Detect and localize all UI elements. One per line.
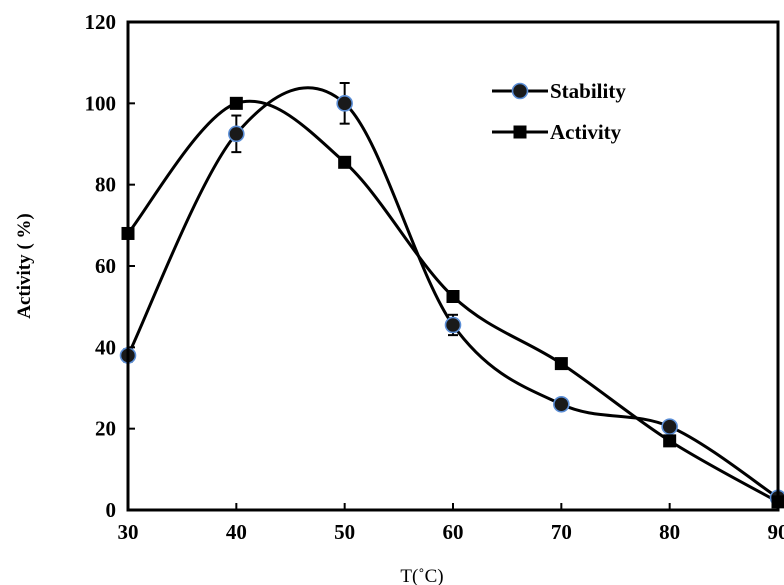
error-bars [123, 82, 458, 363]
y-tick-label: 120 [85, 10, 117, 34]
y-axis-title: Activity ( %) [14, 213, 35, 319]
stability-point [228, 125, 245, 143]
activity-point [554, 357, 568, 371]
stability-point [661, 418, 678, 435]
y-tick-label: 100 [85, 91, 117, 115]
plot-area-frame [126, 20, 780, 512]
activity-point [663, 434, 677, 448]
legend-label-activity: Activity [550, 120, 622, 144]
legend-label-stability: Stability [550, 79, 626, 103]
y-tick-label: 40 [95, 335, 116, 359]
legend-marker-stability [511, 82, 529, 100]
x-tick-label: 90 [768, 520, 784, 544]
y-tick-labels: 0 20 40 60 80 100 120 [85, 10, 117, 522]
activity-point [446, 290, 460, 303]
x-tick-label: 60 [443, 520, 464, 544]
legend: Stability Activity [492, 79, 626, 144]
y-tick-label: 80 [95, 173, 116, 197]
y-tick-label: 60 [95, 254, 116, 278]
x-tick-labels: 30 40 50 60 70 80 90 [118, 520, 784, 544]
x-axis-title: T(˚C) [400, 566, 443, 585]
axis-ticks [127, 21, 779, 511]
x-tick-label: 30 [118, 520, 139, 544]
x-tick-label: 80 [659, 520, 680, 544]
legend-marker-activity [513, 125, 527, 139]
y-tick-label: 20 [95, 417, 116, 441]
stability-point [336, 95, 353, 112]
stability-point [444, 316, 462, 334]
stability-point [553, 395, 570, 413]
x-tick-label: 50 [334, 520, 355, 544]
legend-item-activity: Activity [492, 120, 622, 144]
activity-point [229, 96, 243, 110]
y-tick-label: 0 [106, 498, 117, 522]
activity-point [338, 155, 352, 169]
x-tick-label: 70 [551, 520, 572, 544]
x-tick-label: 40 [226, 520, 247, 544]
legend-item-stability: Stability [492, 79, 626, 103]
